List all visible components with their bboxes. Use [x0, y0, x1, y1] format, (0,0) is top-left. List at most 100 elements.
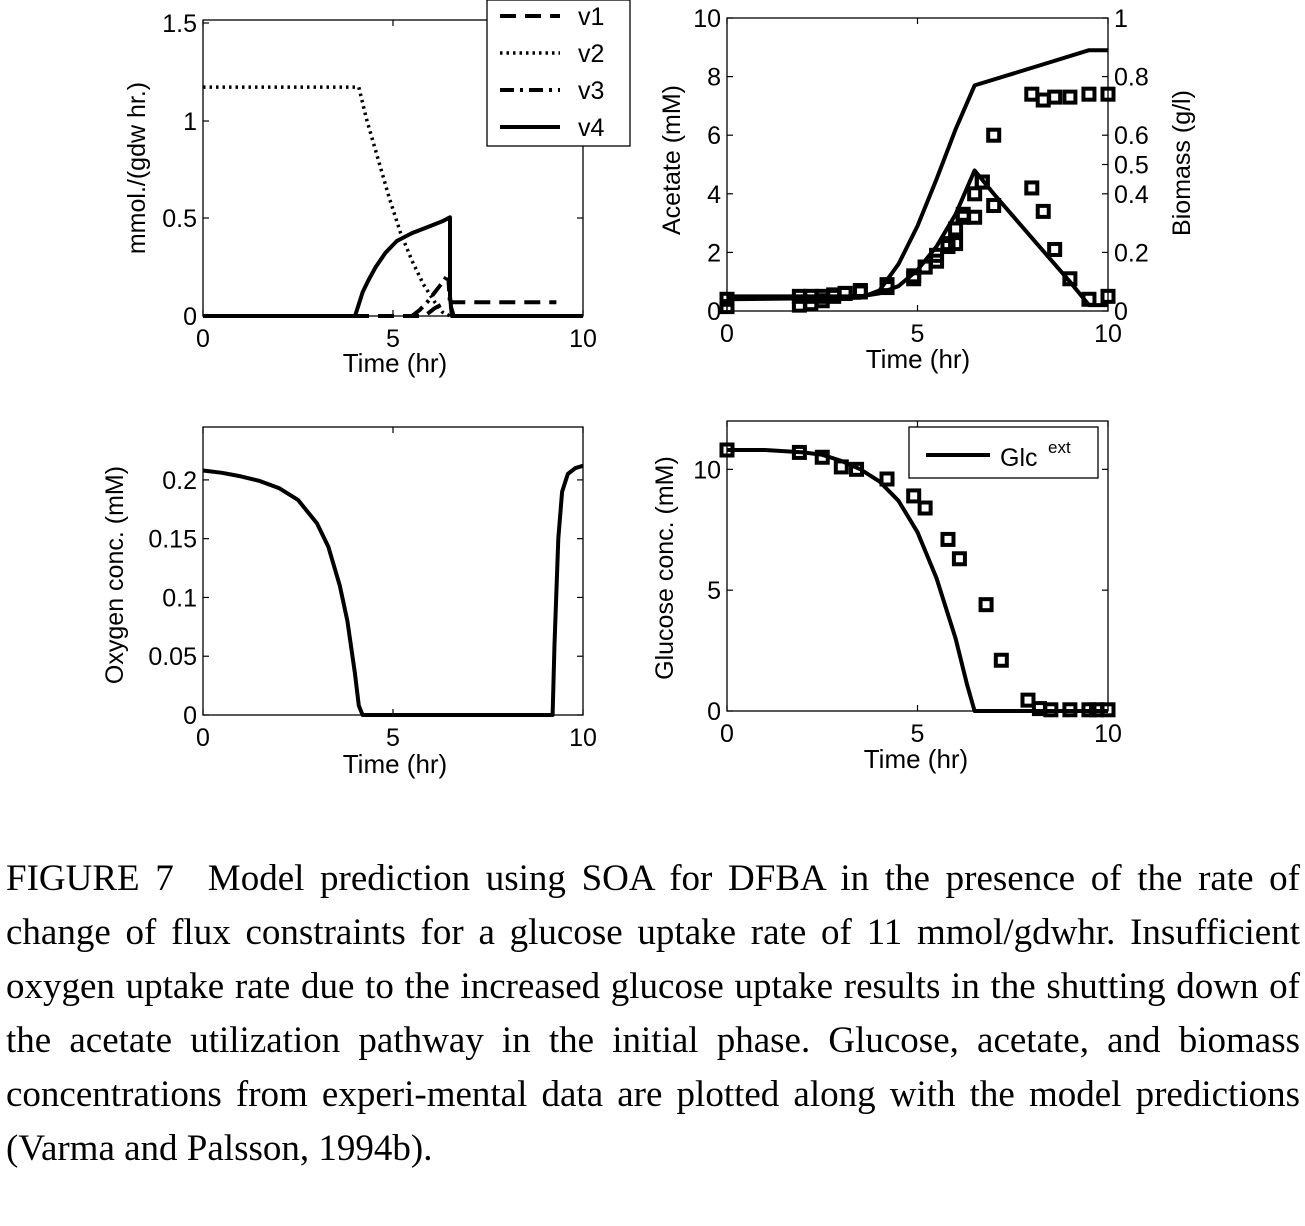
data-point	[837, 285, 853, 301]
legend-box	[908, 426, 1099, 479]
y-tick-label: 10	[693, 5, 721, 33]
data-point	[967, 209, 983, 225]
x-tick-label: 0	[196, 724, 210, 752]
series-line-series-0	[202, 463, 584, 717]
y-tick-label: 4	[707, 181, 721, 209]
x-axis-label: Time (hr)	[343, 348, 447, 378]
y-right-tick-label: 0.4	[1114, 181, 1149, 209]
data-point	[1062, 89, 1078, 105]
x-tick-label: 10	[569, 325, 597, 353]
data-point	[791, 297, 807, 313]
y-tick-label: 0	[183, 303, 197, 331]
data-point	[929, 247, 945, 263]
y-right-tick-label: 0.2	[1114, 239, 1149, 267]
data-point	[986, 127, 1002, 143]
data-point	[833, 459, 849, 475]
y-right-tick-label: 1	[1114, 5, 1128, 33]
data-point	[879, 277, 895, 293]
data-point	[719, 442, 735, 458]
legend: Glc ext	[908, 426, 1099, 479]
x-tick-label: 5	[911, 320, 925, 348]
data-point	[906, 268, 922, 284]
data-point	[951, 551, 967, 567]
y-right-axis-label: Biomass (g/l)	[1168, 90, 1196, 236]
figure-caption: FIGURE 7 Model prediction using SOA for D…	[6, 852, 1300, 1176]
y-tick-label: 6	[707, 122, 721, 150]
data-point	[1062, 702, 1078, 718]
legend: v1 v2 v3 v4	[486, 0, 631, 147]
x-tick-label: 10	[569, 724, 597, 752]
data-point	[1100, 86, 1116, 102]
plot-frame	[202, 426, 584, 716]
x-tick-label: 0	[196, 325, 210, 353]
data-point	[1062, 271, 1078, 287]
legend-label-v2: v2	[578, 40, 604, 68]
data-point	[906, 488, 922, 504]
data-point	[1043, 702, 1059, 718]
chart-oxygen: 0 5 10 0 0.05 0.1 0.15 0.2 Time (hr) Oxygen conc.…	[101, 426, 597, 779]
data-point	[719, 299, 735, 315]
legend-label-v3: v3	[578, 77, 604, 105]
data-point	[1081, 702, 1097, 718]
data-point	[978, 597, 994, 613]
x-tick-label: 10	[1094, 720, 1122, 748]
chart-fluxes: 0 5 10 0 0.5 1 1.5 Time (hr) mmol./(gdw hr.) v1 v2…	[123, 0, 631, 378]
legend-label-v1: v1	[578, 3, 604, 31]
legend-label-v4: v4	[578, 114, 605, 142]
y-tick-label: 2	[707, 239, 721, 267]
y-tick-label: 10	[693, 456, 721, 484]
data-point	[1031, 701, 1047, 717]
y-right-tick-label: 0.6	[1114, 122, 1149, 150]
data-point	[1024, 86, 1040, 102]
data-point	[852, 282, 868, 298]
data-point	[849, 461, 865, 477]
figure-panels: 0 5 10 0 0.5 1 1.5 Time (hr) mmol./(gdw hr.) v1 v2…	[101, 0, 1196, 779]
series-line-v1	[203, 300, 557, 318]
data-point	[948, 236, 964, 252]
y-tick-label: 0.2	[162, 467, 197, 495]
x-tick-label: 5	[911, 720, 925, 748]
series-line-series-0	[727, 168, 1108, 308]
figure-label: FIGURE 7	[6, 858, 174, 899]
legend-label-superscript: ext	[1048, 438, 1071, 457]
y-tick-label: 8	[707, 64, 721, 92]
caption-text: Model prediction using SOA for DFBA in t…	[6, 858, 1301, 1169]
data-point	[1047, 89, 1063, 105]
series-line-v4	[203, 215, 583, 318]
x-axis-label: Time (hr)	[864, 744, 968, 774]
data-point	[791, 444, 807, 460]
data-point	[917, 259, 933, 275]
x-tick-label: 0	[720, 320, 734, 348]
data-point	[1035, 203, 1051, 219]
y-tick-label: 1.5	[162, 10, 197, 38]
data-point	[955, 206, 971, 222]
chart-glucose: 0 5 10 0 5 10 Time (hr) Glucose conc. (mM) Glc ex…	[651, 420, 1122, 774]
y-tick-label: 0	[707, 298, 721, 326]
y-right-tick-label: 0.8	[1114, 64, 1149, 92]
data-point	[814, 449, 830, 465]
x-axis-label: Time (hr)	[343, 749, 447, 779]
y-right-tick-label: 0	[1114, 298, 1128, 326]
data-point	[879, 471, 895, 487]
y-tick-label: 0.5	[162, 205, 197, 233]
y-right-tick-label: 0.5	[1114, 152, 1149, 180]
data-point	[1100, 288, 1116, 304]
data-point	[974, 174, 990, 190]
legend-label-glc: Glc	[1000, 444, 1038, 472]
data-point	[948, 221, 964, 237]
data-point	[917, 500, 933, 516]
legend-box	[486, 0, 631, 147]
y-tick-label: 0.05	[148, 643, 197, 671]
x-tick-label: 0	[720, 720, 734, 748]
y-axis-label: Oxygen conc. (mM)	[101, 466, 129, 684]
data-point	[1024, 180, 1040, 196]
figure-svg: 0 5 10 0 0.5 1 1.5 Time (hr) mmol./(gdw hr.) v1 v2…	[101, 0, 1196, 779]
data-point	[1020, 692, 1036, 708]
series-line-series-1	[726, 48, 1108, 302]
series-line-v2	[203, 85, 451, 318]
data-point	[1081, 86, 1097, 102]
x-tick-label: 5	[386, 325, 400, 353]
x-axis-label: Time (hr)	[866, 344, 970, 374]
y-axis-label: mmol./(gdw hr.)	[123, 82, 151, 254]
